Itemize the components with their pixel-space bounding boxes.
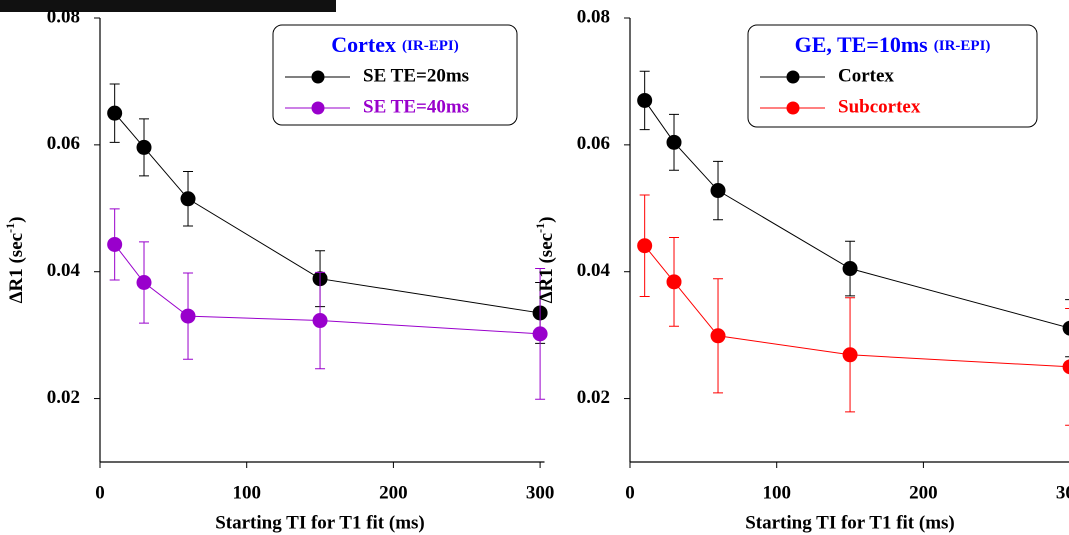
x-tick-label: 300 [526,482,555,503]
legend-marker [311,70,325,84]
x-axis-label: Starting TI for T1 fit (ms) [745,512,955,533]
legend-label: Cortex [838,65,894,86]
data-point [312,313,328,329]
legend-marker [786,101,800,115]
y-tick-label: 0.06 [47,133,80,154]
x-tick-label: 0 [95,482,105,503]
data-point [666,134,682,150]
y-label-main: ΔR1 (sec [6,233,27,303]
y-tick-label: 0.02 [577,387,610,408]
data-point [710,328,726,344]
legend-title-main: GE, TE=10ms [795,32,929,57]
y-label-main: ΔR1 (sec [536,233,557,303]
series-line [114,112,541,314]
error-bar [1065,299,1069,358]
data-point [107,105,123,121]
legend-box [272,24,518,126]
x-tick-label: 300 [1056,482,1069,503]
series-line [644,100,1069,329]
data-point [710,183,726,199]
data-point [637,92,653,108]
x-tick-label: 200 [909,482,938,503]
y-tick-label: 0.08 [577,6,610,27]
y-axis-label: ΔR1 (sec-1) [3,217,28,304]
x-tick-label: 0 [625,482,635,503]
legend-title: Cortex (IR-EPI) [331,32,458,57]
series-line [644,245,1069,368]
data-point [842,261,858,277]
legend-box [747,24,1038,128]
x-axis-label: Starting TI for T1 fit (ms) [215,512,425,533]
data-point [1062,320,1069,336]
y-tick-label: 0.06 [577,133,610,154]
x-tick-label: 100 [232,482,261,503]
x-tick-label: 200 [379,482,408,503]
y-axis-label: ΔR1 (sec-1) [533,217,558,304]
legend-label: SE TE=20ms [363,65,469,86]
y-tick-label: 0.02 [47,387,80,408]
legend-label: SE TE=40ms [363,96,469,117]
y-label-end: ) [6,217,27,223]
legend-title-main: Cortex [331,32,396,57]
data-point [666,274,682,290]
image-strip [0,0,336,12]
y-label-sup: -1 [3,223,17,233]
y-tick-label: 0.04 [47,260,81,281]
data-point [637,238,653,254]
data-point [136,139,152,155]
legend-subtitle: (IR-EPI) [934,38,991,54]
y-label-end: ) [536,217,557,223]
data-point [107,236,123,252]
legend-label: Subcortex [838,96,921,117]
error-bar [1065,308,1069,426]
data-point [1062,359,1069,375]
legend-marker [786,70,800,84]
legend-title: GE, TE=10ms (IR-EPI) [795,32,991,57]
data-point [136,274,152,290]
legend-subtitle: (IR-EPI) [402,38,459,54]
y-tick-label: 0.08 [47,6,80,27]
legend-marker [311,101,325,115]
data-point [180,308,196,324]
data-point [842,347,858,363]
y-tick-label: 0.04 [577,260,611,281]
data-point [180,191,196,207]
data-point [532,326,548,342]
x-tick-label: 100 [762,482,791,503]
y-label-sup: -1 [533,223,547,233]
